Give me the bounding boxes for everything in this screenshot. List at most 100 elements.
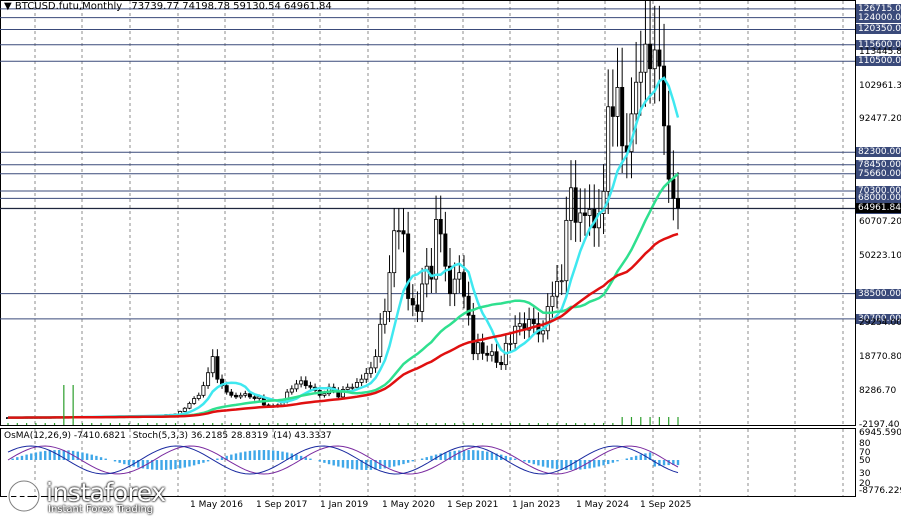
- osma-bar: [420, 458, 424, 460]
- candle-body: [457, 272, 462, 280]
- x-axis-label: 1 May 2020: [382, 500, 435, 510]
- volume-bar: [128, 423, 130, 425]
- osma-bar: [406, 460, 410, 463]
- osma-bar: [318, 460, 321, 462]
- osma-bar: [295, 454, 298, 460]
- candle-body: [224, 385, 229, 393]
- candle-body: [382, 310, 387, 325]
- volume-bar: [26, 423, 28, 425]
- price-axis-label: 124000.00: [856, 12, 901, 23]
- candle-body: [620, 86, 625, 147]
- volume-bar: [184, 423, 186, 425]
- osma-bar: [597, 460, 601, 467]
- osma-bar: [95, 455, 98, 460]
- osma-bar: [365, 460, 368, 470]
- osma-bar: [34, 452, 38, 460]
- price-axis-label: 60707.20: [859, 216, 901, 227]
- volume-bar: [91, 423, 93, 425]
- candle-body: [555, 280, 560, 297]
- volume-bar: [537, 423, 540, 425]
- volume-bar: [221, 423, 223, 425]
- volume-bar: [258, 423, 260, 425]
- volume-bar: [53, 423, 56, 425]
- candle-body: [238, 394, 243, 398]
- price-panel-border: [0, 0, 856, 426]
- candle-body: [648, 43, 653, 70]
- osma-bar: [141, 460, 145, 469]
- volume-bar: [202, 423, 205, 425]
- candle-body: [196, 394, 201, 399]
- candle-body: [508, 342, 513, 345]
- price-axis-label: 29254.00: [859, 318, 901, 329]
- osma-bar: [369, 460, 373, 470]
- osma-bar: [39, 451, 42, 460]
- osma-bar: [346, 460, 349, 469]
- candle-body: [606, 106, 611, 192]
- osma-bar: [220, 457, 224, 460]
- osma-bar: [495, 453, 498, 460]
- volume-bar: [621, 417, 623, 425]
- candle-body: [294, 383, 299, 390]
- indicator-axis-label: 6945.5903: [859, 428, 901, 438]
- osma-bar: [360, 460, 363, 470]
- volume-bar: [649, 417, 651, 425]
- candle-body: [485, 352, 490, 356]
- candle-body: [247, 393, 252, 398]
- osma-bar: [276, 450, 280, 460]
- osma-label: OsMA(12,26,9) -7410.6821: [4, 431, 126, 441]
- osma-bar: [123, 460, 126, 465]
- candle-body: [322, 393, 327, 396]
- price-axis-label: 70300.00: [856, 186, 901, 196]
- candle-body: [601, 190, 606, 214]
- candle-body: [350, 386, 355, 389]
- osma-bar: [164, 460, 168, 470]
- candle-body: [527, 319, 532, 331]
- candle-body: [448, 265, 453, 295]
- x-axis-label: 1 Jan 2019: [320, 500, 369, 510]
- volume-bar: [35, 423, 37, 425]
- price-axis-label: 110500.00: [856, 56, 901, 67]
- osma-bar: [304, 457, 307, 460]
- candle-body: [466, 295, 471, 316]
- candle-body: [354, 382, 359, 388]
- candle-body: [401, 230, 406, 235]
- osma-bar: [48, 450, 52, 460]
- osma-bar: [374, 460, 377, 470]
- osma-bar: [504, 455, 508, 460]
- volume-bar: [416, 423, 419, 425]
- osma-bar: [462, 450, 466, 460]
- osma-bar: [258, 450, 261, 460]
- osma-bar: [104, 458, 107, 460]
- volume-bar: [333, 423, 335, 425]
- osma-bar: [239, 452, 242, 460]
- candle-body: [587, 209, 592, 216]
- osma-bar: [151, 460, 154, 470]
- candle-body: [578, 212, 583, 223]
- ohlc-values: 73739.77 74198.78 59130.54 64961.84: [131, 1, 332, 12]
- osma-bar: [20, 455, 24, 460]
- price-axis-label: 115600.00: [856, 39, 901, 50]
- osma-bar: [99, 457, 103, 460]
- osma-bar: [481, 450, 484, 460]
- volume-bar: [602, 423, 605, 425]
- osma-bar: [653, 460, 656, 467]
- osma-bar: [574, 460, 577, 470]
- osma-bar: [234, 453, 238, 460]
- osma-bar: [197, 460, 200, 465]
- volume-bar: [593, 423, 595, 425]
- candle-body: [550, 295, 555, 307]
- price-axis-label: 30700.00: [856, 313, 901, 324]
- candle-body: [299, 380, 304, 385]
- volume-bar: [630, 417, 633, 425]
- osma-bar: [676, 460, 680, 466]
- stoch-extra-label: (14) 43.3337: [273, 431, 332, 441]
- osma-bar: [551, 460, 554, 469]
- osma-bar: [262, 450, 266, 460]
- stoch-main-line: [7, 445, 679, 475]
- volume-bar: [267, 423, 270, 425]
- osma-bar: [285, 452, 289, 460]
- candle-body: [192, 398, 197, 404]
- volume-bar: [612, 423, 614, 425]
- candle-body: [573, 187, 578, 223]
